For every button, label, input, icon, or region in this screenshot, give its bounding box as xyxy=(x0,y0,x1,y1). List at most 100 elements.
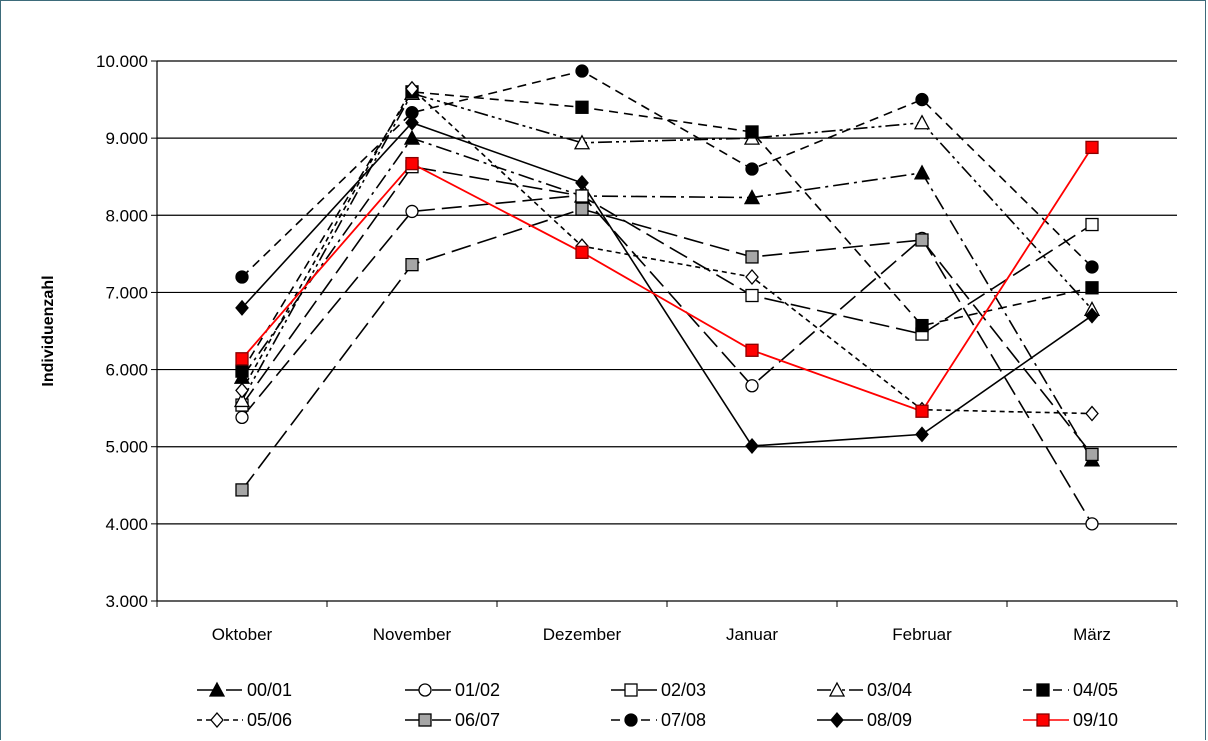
legend-label: 05/06 xyxy=(247,710,292,730)
y-tick-label: 8.000 xyxy=(105,206,148,225)
data-point xyxy=(1085,307,1099,324)
data-point xyxy=(405,114,419,131)
legend-label: 01/02 xyxy=(455,680,500,700)
x-tick-label: Februar xyxy=(892,625,952,644)
legend-item: 00/01 xyxy=(197,680,292,700)
data-point xyxy=(403,129,421,145)
y-tick-label: 10.000 xyxy=(96,52,148,71)
series-line-01-02 xyxy=(241,194,1093,525)
series-line-03-04 xyxy=(241,92,1093,401)
data-point xyxy=(233,392,251,408)
data-point xyxy=(1085,217,1099,232)
series-line-00-01 xyxy=(241,137,1093,461)
y-tick-label: 7.000 xyxy=(105,283,148,302)
legend-label: 06/07 xyxy=(455,710,500,730)
data-point xyxy=(743,189,761,205)
x-tick-label: November xyxy=(373,625,452,644)
data-point xyxy=(575,245,589,259)
legend-item: 04/05 xyxy=(1023,680,1118,700)
data-point xyxy=(745,343,759,357)
y-tick-label: 4.000 xyxy=(105,515,148,534)
data-point xyxy=(745,437,759,454)
legend-label: 00/01 xyxy=(247,680,292,700)
y-axis-title: Individuenzahl xyxy=(40,275,57,386)
data-point xyxy=(915,318,929,333)
data-point xyxy=(235,270,249,284)
y-tick-label: 6.000 xyxy=(105,361,148,380)
legend-item: 05/06 xyxy=(197,710,292,730)
x-tick-label: März xyxy=(1073,625,1111,644)
data-point xyxy=(745,250,759,264)
legend-item: 06/07 xyxy=(405,710,500,730)
data-point xyxy=(575,189,589,203)
data-point xyxy=(913,114,931,130)
data-point xyxy=(915,233,929,247)
data-point xyxy=(1085,281,1099,295)
legend-label: 08/09 xyxy=(867,710,912,730)
data-point xyxy=(405,258,419,272)
legend-item: 03/04 xyxy=(817,680,912,700)
x-tick-label: Dezember xyxy=(543,625,622,644)
axes xyxy=(156,61,1178,607)
x-tick-label: Januar xyxy=(726,625,778,644)
data-point xyxy=(575,64,589,78)
y-tick-labels: 3.000 4.000 5.000 6.000 7.000 8.000 9.000 10.00… xyxy=(96,52,148,611)
series-markers xyxy=(233,64,1101,531)
legend-marker xyxy=(210,712,224,728)
y-tick-label: 9.000 xyxy=(105,129,148,148)
data-point xyxy=(913,164,931,180)
y-tick-label: 5.000 xyxy=(105,438,148,457)
y-tick-label: 3.000 xyxy=(105,592,148,611)
data-point xyxy=(235,483,249,497)
x-tick-label: Oktober xyxy=(212,625,273,644)
series-line-05-06 xyxy=(241,87,1093,415)
data-point xyxy=(745,162,759,176)
legend-label: 02/03 xyxy=(661,680,706,700)
data-point xyxy=(1085,260,1099,274)
legend-marker xyxy=(828,681,846,697)
data-point xyxy=(235,299,249,316)
data-point xyxy=(405,80,419,97)
data-point xyxy=(235,364,249,378)
legend-label: 09/10 xyxy=(1073,710,1118,730)
legend-marker xyxy=(418,713,432,727)
legend-marker xyxy=(418,683,432,697)
series-line-02-03 xyxy=(241,165,1093,406)
data-point xyxy=(745,269,759,285)
data-point xyxy=(745,288,759,303)
series-line-08-09 xyxy=(241,121,1093,447)
data-point xyxy=(235,352,249,366)
legend: 00/01 01/02 02/03 03/04 04/05 05/06 06/07 07/08… xyxy=(197,680,1118,730)
legend-marker xyxy=(624,683,638,697)
data-point xyxy=(575,100,589,114)
data-point xyxy=(915,92,929,107)
legend-label: 04/05 xyxy=(1073,680,1118,700)
data-point xyxy=(745,379,759,393)
x-tick-labels: Oktober November Dezember Januar Februar März xyxy=(212,625,1111,644)
data-point xyxy=(405,156,419,171)
legend-item: 01/02 xyxy=(405,680,500,700)
legend-marker xyxy=(1036,683,1050,697)
data-point xyxy=(575,174,589,191)
legend-item: 08/09 xyxy=(817,710,912,730)
data-point xyxy=(573,134,591,150)
legend-item: 02/03 xyxy=(611,680,706,700)
legend-label: 03/04 xyxy=(867,680,912,700)
series-line-09-10 xyxy=(241,146,1093,413)
legend-marker xyxy=(624,713,638,727)
data-point xyxy=(1085,447,1099,462)
gridlines xyxy=(151,60,1177,602)
data-point xyxy=(745,125,759,139)
series-line-07-08 xyxy=(241,70,1093,278)
series-lines xyxy=(241,70,1093,525)
data-point xyxy=(405,204,419,219)
legend-marker xyxy=(1036,713,1050,727)
series-line-06-07 xyxy=(241,208,1093,491)
series-line-04-05 xyxy=(241,91,1093,372)
legend-item: 09/10 xyxy=(1023,710,1118,730)
data-point xyxy=(915,404,929,418)
data-point xyxy=(1085,140,1099,155)
data-point xyxy=(1085,517,1099,531)
